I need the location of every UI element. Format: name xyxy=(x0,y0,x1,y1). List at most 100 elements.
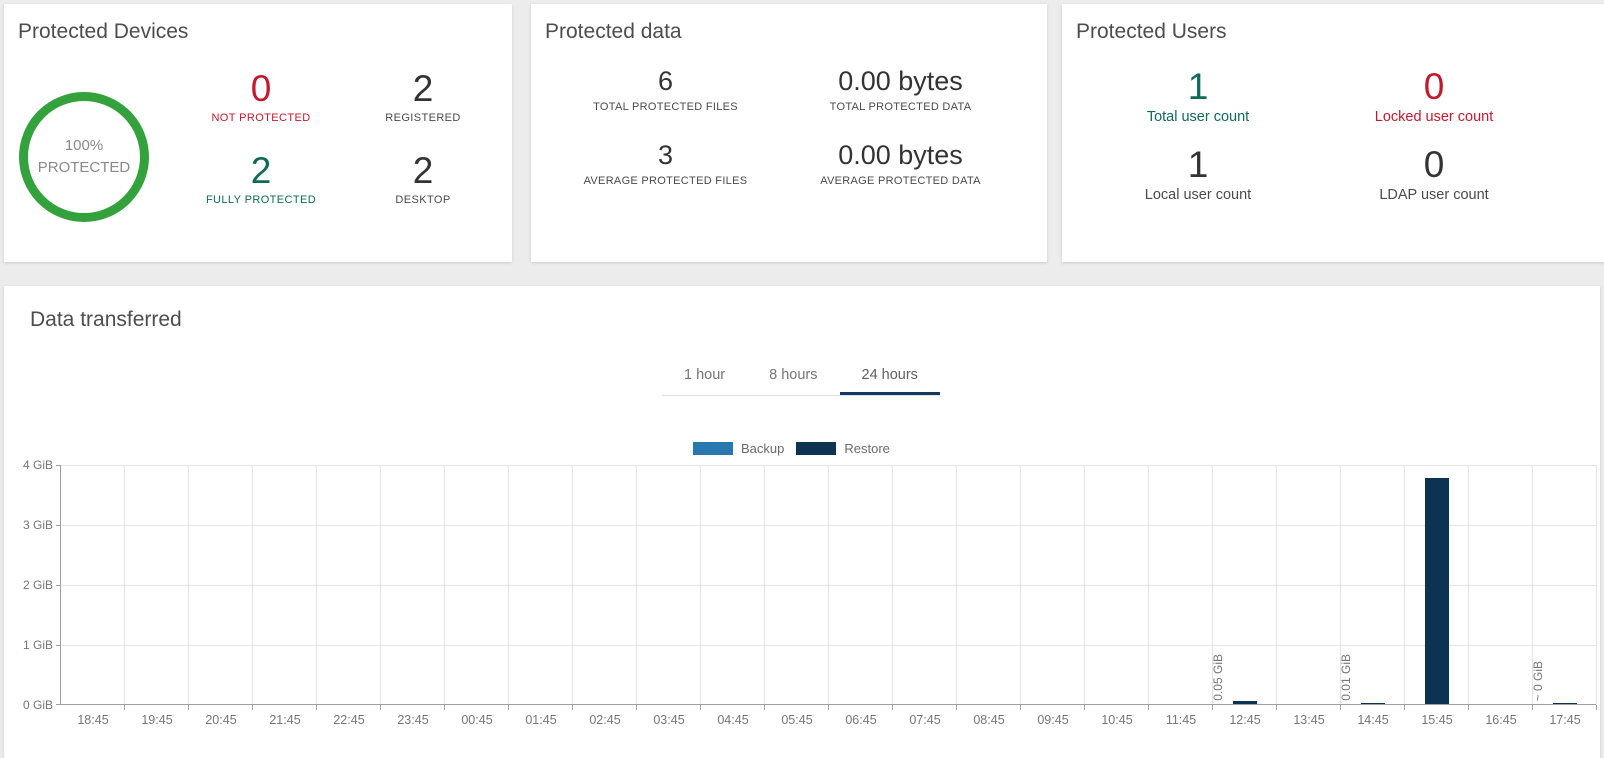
protected-devices-title: Protected Devices xyxy=(18,20,189,43)
x-tick-label: 19:45 xyxy=(141,713,173,727)
restore-swatch-icon xyxy=(796,442,837,455)
stat-label: LDAP user count xyxy=(1379,186,1489,203)
protected-percent-label: PROTECTED xyxy=(37,159,131,176)
x-tick-label: 20:45 xyxy=(205,713,237,727)
legend-label: Restore xyxy=(844,441,890,456)
x-tick xyxy=(1468,705,1469,710)
gridline xyxy=(508,465,509,704)
x-tick xyxy=(1148,705,1149,710)
y-tick xyxy=(56,585,61,586)
x-tick xyxy=(1596,705,1597,710)
y-tick xyxy=(56,525,61,526)
bar-value-label: 0.05 GiB xyxy=(1211,654,1225,701)
stat: 1 Local user count xyxy=(1080,145,1316,224)
stat-label: FULLY PROTECTED xyxy=(205,193,317,206)
protected-data-card: Protected data 6 TOTAL PROTECTED FILES 0.0… xyxy=(531,4,1047,262)
x-tick-label: 21:45 xyxy=(269,713,301,727)
stat-value: 2 xyxy=(412,150,434,191)
gridline xyxy=(956,465,957,704)
legend-item-restore: Restore xyxy=(796,441,890,456)
protected-devices-card: Protected Devices 100% PROTECTED 0 NOT PR… xyxy=(4,4,512,262)
stat-value: 3 xyxy=(657,140,674,170)
y-tick xyxy=(56,704,61,705)
x-tick-label: 10:45 xyxy=(1101,713,1133,727)
y-tick-label: 1 GiB xyxy=(22,638,53,652)
gridline xyxy=(1596,465,1597,704)
stat-label: AVERAGE PROTECTED DATA xyxy=(820,175,981,188)
restore-bar-12:45 xyxy=(1233,701,1257,704)
x-tick-label: 16:45 xyxy=(1485,713,1517,727)
gridline xyxy=(1148,465,1149,704)
y-tick-label: 2 GiB xyxy=(22,578,53,592)
protected-percentage-ring: 100% PROTECTED xyxy=(19,92,149,222)
gridline xyxy=(444,465,445,704)
y-tick-label: 0 GiB xyxy=(22,698,53,712)
x-tick-label: 12:45 xyxy=(1229,713,1261,727)
x-tick xyxy=(1404,705,1405,710)
backup-swatch-icon xyxy=(693,442,733,455)
stat-value: 2 xyxy=(412,68,434,109)
x-tick xyxy=(700,705,701,710)
gridline xyxy=(1276,465,1277,704)
bar-value-label: 0.01 GiB xyxy=(1339,654,1353,701)
x-tick-label: 13:45 xyxy=(1293,713,1325,727)
y-tick-label: 3 GiB xyxy=(22,518,53,532)
stat-label: TOTAL PROTECTED DATA xyxy=(829,101,972,114)
gridline xyxy=(764,465,765,704)
stat-value: 1 xyxy=(1187,66,1209,107)
x-tick-label: 23:45 xyxy=(397,713,429,727)
gridline xyxy=(380,465,381,704)
time-range-tabs: 1 hour 8 hours 24 hours xyxy=(662,356,940,396)
stat: 0.00 bytes TOTAL PROTECTED DATA xyxy=(783,66,1018,140)
stat: 6 TOTAL PROTECTED FILES xyxy=(548,66,783,140)
protected-users-stats: 1 Total user count 0 Locked user count 1 Loca… xyxy=(1080,66,1552,224)
stat: 0 LDAP user count xyxy=(1316,145,1552,224)
stat-label: REGISTERED xyxy=(385,111,461,124)
x-tick xyxy=(764,705,765,710)
bar-value-label: ~ 0 GiB xyxy=(1531,660,1545,701)
tab-24-hours[interactable]: 24 hours xyxy=(839,356,940,395)
x-tick xyxy=(956,705,957,710)
x-tick xyxy=(316,705,317,710)
x-tick xyxy=(828,705,829,710)
stat: 0 Locked user count xyxy=(1316,67,1552,146)
gridline xyxy=(636,465,637,704)
stat: 3 AVERAGE PROTECTED FILES xyxy=(548,140,783,214)
x-tick-label: 03:45 xyxy=(653,713,685,727)
protected-users-card: Protected Users 1 Total user count 0 Locked… xyxy=(1062,4,1604,262)
stat-label: Locked user count xyxy=(1374,108,1494,125)
legend-item-backup: Backup xyxy=(693,441,784,456)
x-tick-label: 17:45 xyxy=(1549,713,1581,727)
gridline xyxy=(1084,465,1085,704)
restore-bar-17:45 xyxy=(1553,703,1577,704)
gridline xyxy=(124,465,125,704)
x-tick xyxy=(1532,705,1533,710)
x-tick xyxy=(1212,705,1213,710)
x-tick-label: 06:45 xyxy=(845,713,877,727)
protected-devices-stats: 0 NOT PROTECTED 2 REGISTERED 2 FULLY PROTECTE… xyxy=(180,68,504,234)
stat-label: DESKTOP xyxy=(395,193,451,206)
x-tick-label: 18:45 xyxy=(77,713,109,727)
x-tick-label: 07:45 xyxy=(909,713,941,727)
x-tick xyxy=(1340,705,1341,710)
tab-8-hours[interactable]: 8 hours xyxy=(769,367,818,383)
y-tick-label: 4 GiB xyxy=(22,458,53,472)
gridline xyxy=(252,465,253,704)
stat-value: 0 xyxy=(250,68,272,109)
tab-1-hour[interactable]: 1 hour xyxy=(684,367,726,383)
x-tick-label: 04:45 xyxy=(717,713,749,727)
x-tick-label: 08:45 xyxy=(973,713,1005,727)
stat-value: 2 xyxy=(250,150,272,191)
gridline xyxy=(1340,465,1341,704)
x-tick xyxy=(508,705,509,710)
gridline xyxy=(1532,465,1533,704)
gridline xyxy=(572,465,573,704)
x-tick xyxy=(252,705,253,710)
stat-label: AVERAGE PROTECTED FILES xyxy=(583,175,748,188)
x-tick xyxy=(188,705,189,710)
x-tick-label: 02:45 xyxy=(589,713,621,727)
x-tick-label: 14:45 xyxy=(1357,713,1389,727)
data-transferred-card: Data transferred 1 hour 8 hours 24 hours B… xyxy=(4,286,1600,758)
stat: 2 FULLY PROTECTED xyxy=(180,150,342,234)
gridline xyxy=(892,465,893,704)
